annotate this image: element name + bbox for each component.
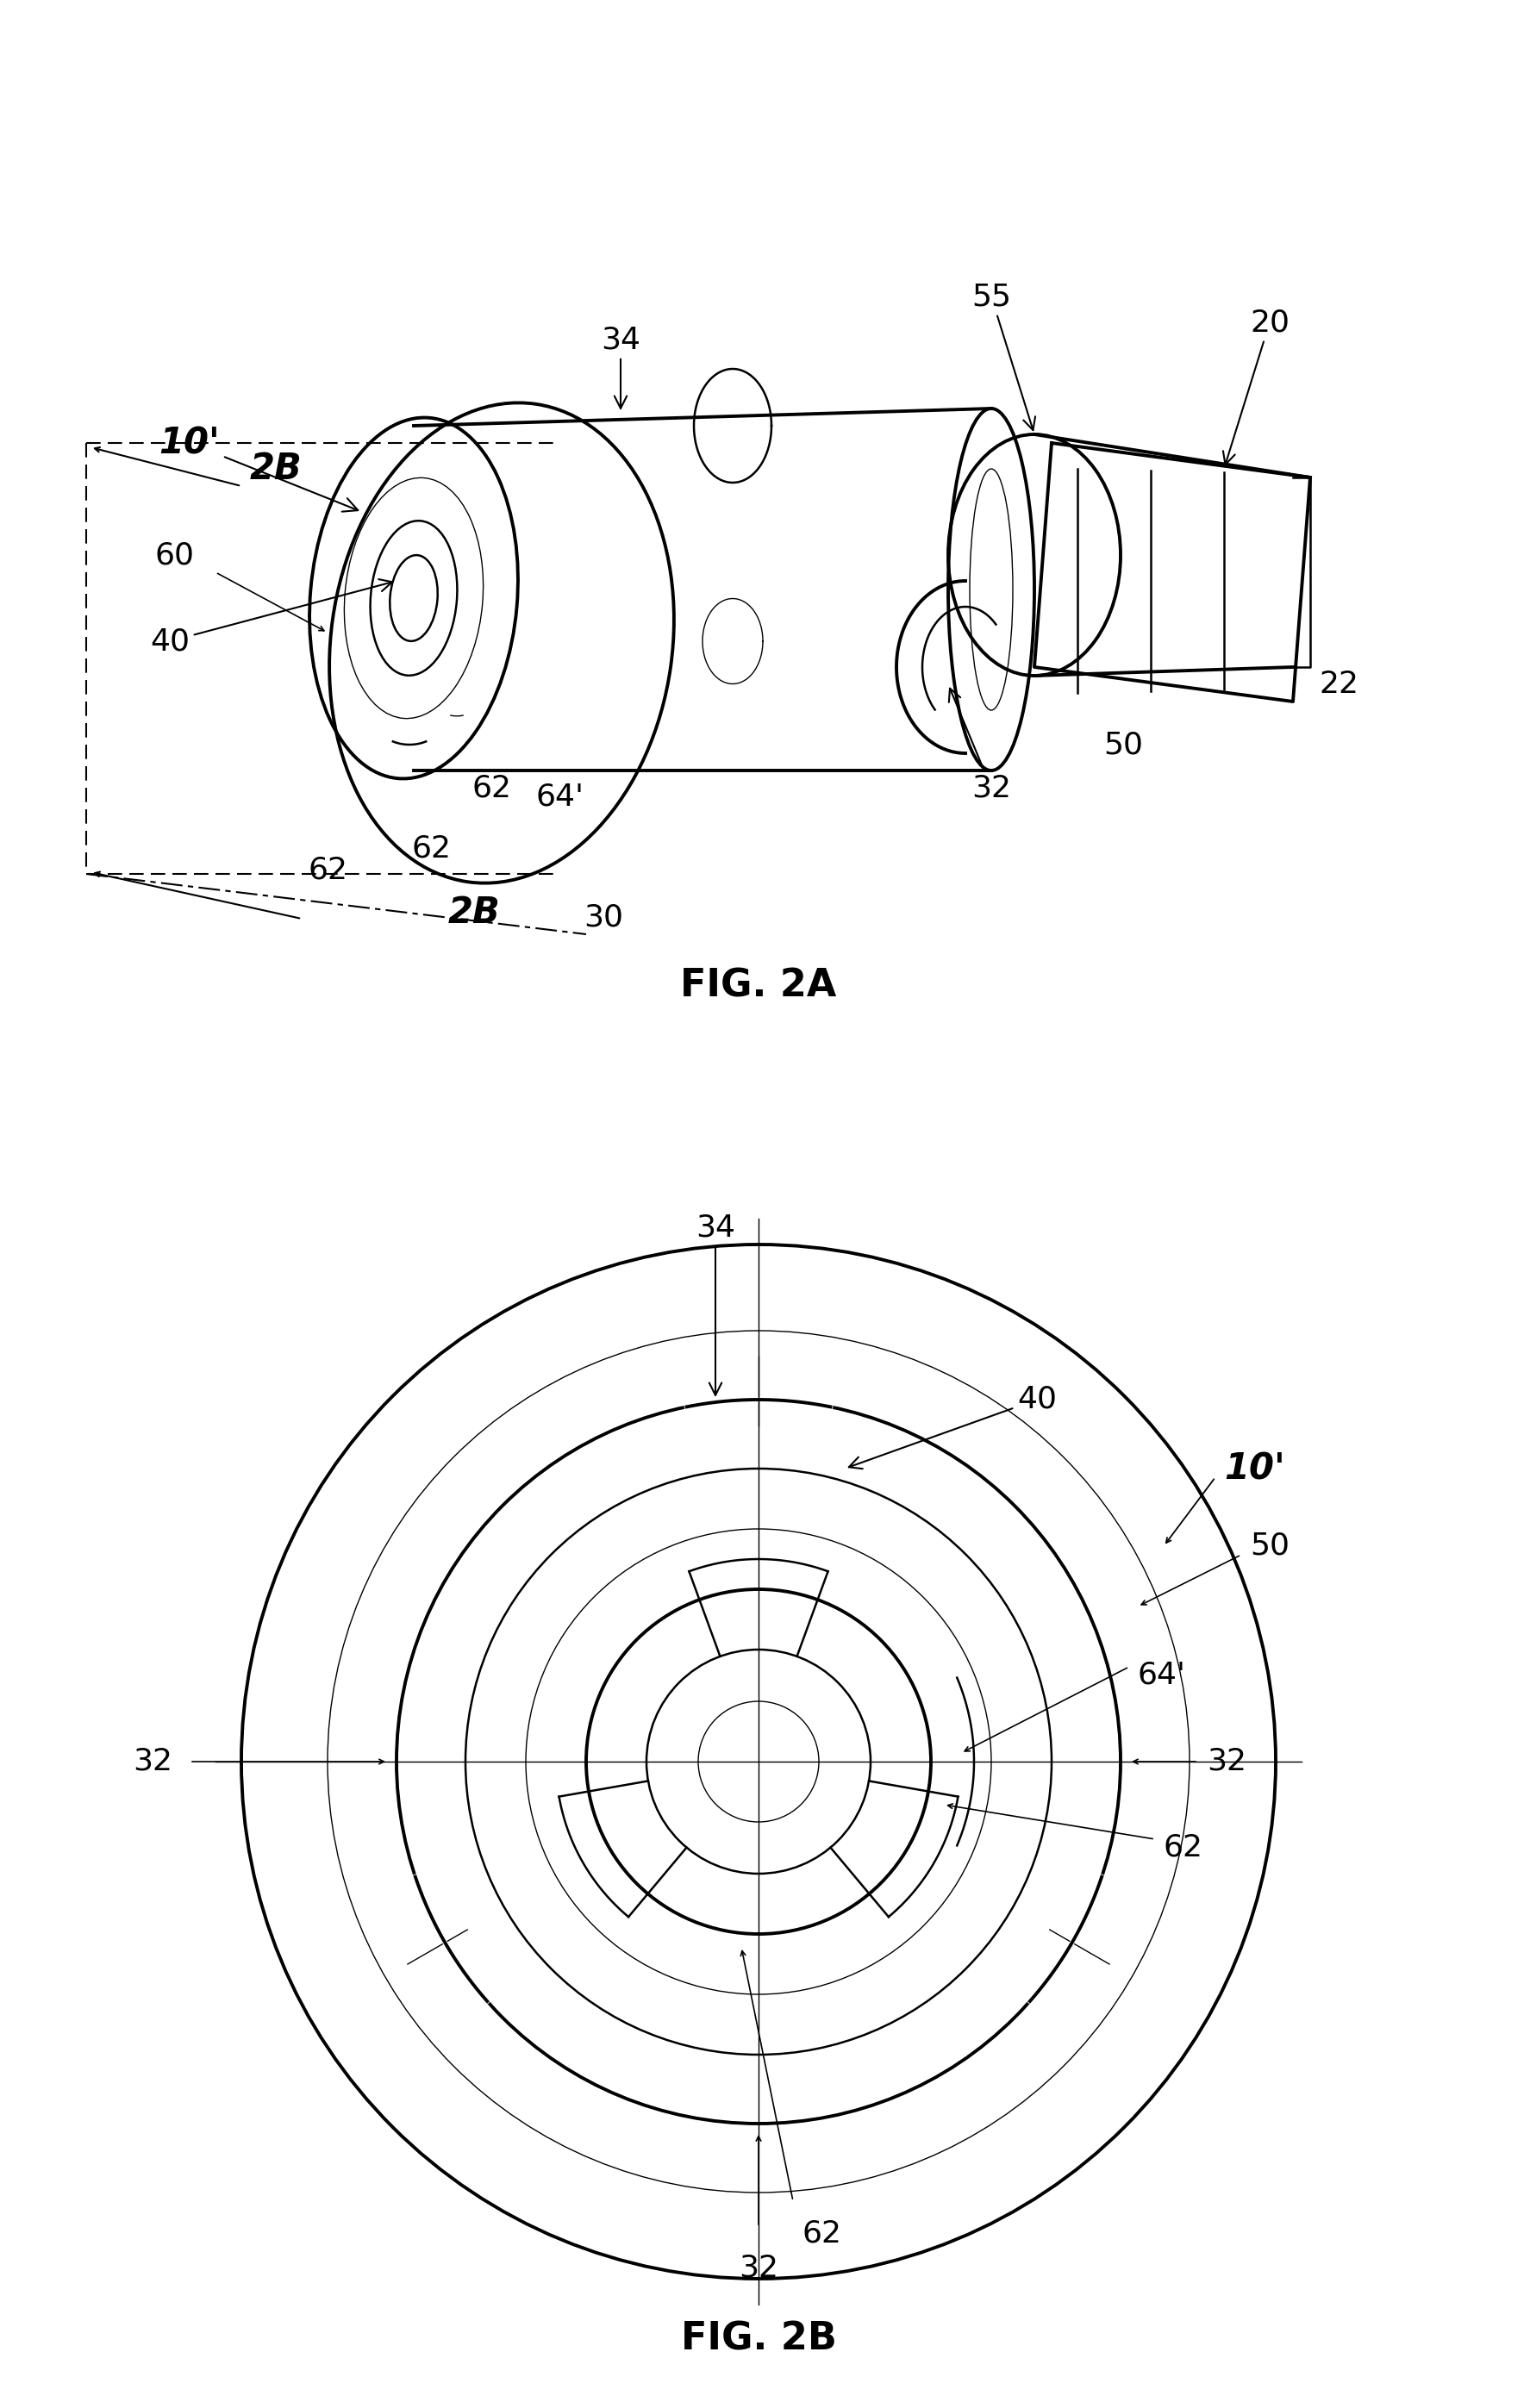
Text: 64': 64' bbox=[536, 783, 584, 811]
Text: 20: 20 bbox=[1222, 308, 1290, 465]
Text: 50: 50 bbox=[1250, 1531, 1290, 1560]
Text: 32: 32 bbox=[949, 689, 1011, 802]
Text: 40: 40 bbox=[150, 580, 392, 655]
Text: 34: 34 bbox=[601, 325, 641, 409]
Text: 40: 40 bbox=[849, 1385, 1057, 1469]
Text: 22: 22 bbox=[1319, 669, 1359, 698]
Text: 62: 62 bbox=[802, 2218, 842, 2247]
Text: 10': 10' bbox=[159, 424, 358, 510]
Text: 55: 55 bbox=[972, 282, 1036, 431]
Text: 2B: 2B bbox=[448, 896, 500, 932]
Text: 32: 32 bbox=[739, 2254, 779, 2283]
Text: 32: 32 bbox=[133, 1746, 173, 1777]
Text: FIG. 2B: FIG. 2B bbox=[681, 2321, 837, 2357]
Text: 64': 64' bbox=[1138, 1662, 1186, 1690]
Text: 60: 60 bbox=[155, 539, 194, 571]
Text: 62: 62 bbox=[412, 833, 451, 862]
Text: 32: 32 bbox=[1207, 1746, 1247, 1777]
Text: 30: 30 bbox=[583, 903, 623, 932]
Text: FIG. 2A: FIG. 2A bbox=[681, 968, 837, 1004]
Text: 62: 62 bbox=[1164, 1832, 1203, 1861]
Text: 50: 50 bbox=[1103, 730, 1143, 759]
Text: 10': 10' bbox=[1224, 1450, 1285, 1486]
Text: 62: 62 bbox=[471, 773, 511, 802]
Text: 2B: 2B bbox=[249, 450, 301, 486]
Text: 62: 62 bbox=[308, 855, 347, 884]
Text: 34: 34 bbox=[696, 1214, 736, 1394]
